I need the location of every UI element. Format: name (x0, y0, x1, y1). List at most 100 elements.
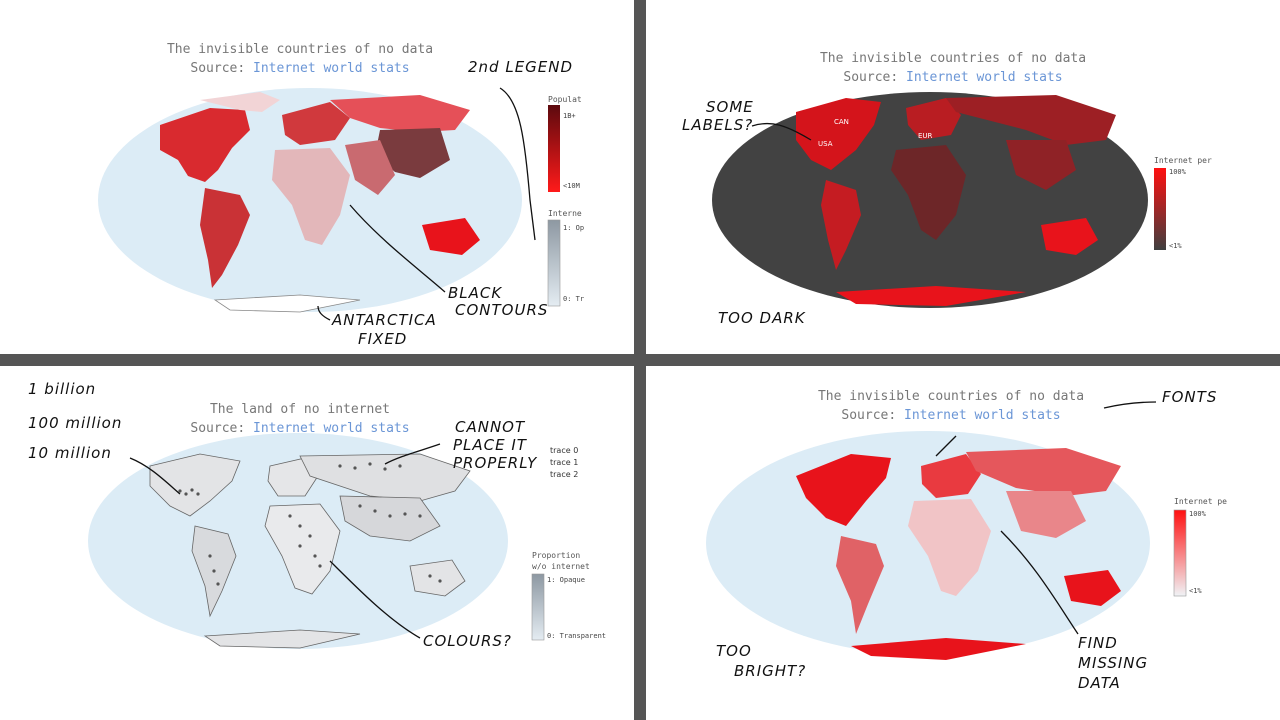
arrow-scale (129, 457, 181, 495)
russia (946, 95, 1116, 145)
arrow-placement (384, 443, 441, 465)
note-10-million: 10 million (28, 444, 112, 462)
note-place-it: PLACE IT (453, 436, 527, 454)
legend-max: 1: Opaque (547, 576, 585, 584)
note-1-billion: 1 billion (28, 380, 97, 398)
africa (908, 499, 991, 596)
source-link[interactable]: Internet world stats (906, 70, 1063, 85)
legend1-min: <10M (563, 182, 580, 190)
legend2-max: 1: Op (563, 224, 585, 232)
arrow-labels (751, 122, 812, 141)
russia (299, 453, 471, 502)
note-too-dark: TOO DARK (718, 309, 806, 327)
note-fixed: FIXED (358, 330, 408, 348)
source-line: Source: Internet world stats (150, 419, 450, 438)
north-america (149, 453, 241, 517)
panel-top-left: The invisible countries of no data Sourc… (0, 0, 634, 354)
note-too: TOO (716, 642, 752, 660)
internet-colorbar (1154, 168, 1166, 250)
antarctica (836, 286, 1026, 306)
europe (282, 102, 350, 145)
title-text: The land of no internet (209, 402, 390, 417)
world-map-dark (712, 92, 1166, 308)
antarctica (851, 638, 1026, 660)
source-line: Source: Internet world stats (788, 68, 1118, 87)
internet-colorbar (1173, 509, 1187, 597)
arrow-contours (349, 204, 446, 293)
source-line: Source: Internet world stats (796, 406, 1106, 425)
arrow-legend (499, 87, 536, 241)
world-map-symbols (88, 433, 545, 649)
legend2-title: Interne (548, 209, 582, 218)
arrow-fonts (1103, 401, 1157, 409)
source-link[interactable]: Internet world stats (253, 61, 410, 76)
north-america (796, 98, 881, 170)
title-text: The invisible countries of no data (166, 42, 434, 57)
europe (906, 98, 961, 140)
panel-top-right: The invisible countries of no data Sourc… (646, 0, 1280, 354)
note-100-million: 100 million (28, 414, 123, 432)
trace-legend-1[interactable]: trace 1 (550, 458, 579, 467)
panel-bottom-right: The invisible countries of no data Sourc… (646, 366, 1280, 720)
map-title: The land of no internet Source: Internet… (150, 400, 450, 438)
source-label: Source: (841, 408, 897, 423)
asia (339, 495, 441, 542)
legend-title-1: Proportion (532, 551, 581, 560)
legend1-title: Populat (548, 95, 582, 104)
map-label-eur: EUR (918, 132, 933, 140)
greenland (200, 92, 280, 112)
antarctica (213, 294, 361, 313)
map-label-can: CAN (834, 118, 849, 126)
asia-east (1006, 140, 1076, 190)
note-colours: COLOURS? (423, 632, 512, 650)
trace-legend-0[interactable]: trace 0 (550, 446, 579, 455)
title-text: The invisible countries of no data (817, 389, 1085, 404)
note-black: BLACK (448, 284, 503, 302)
trace-legend-2[interactable]: trace 2 (550, 470, 579, 479)
note-data: DATA (1078, 674, 1121, 692)
north-america (796, 454, 891, 526)
source-label: Source: (843, 70, 899, 85)
legend-min: <1% (1169, 242, 1182, 250)
europe (921, 454, 981, 498)
note-contours: CONTOURS (455, 301, 549, 319)
legend-min: 0: Transparent (547, 632, 607, 640)
north-america (160, 108, 250, 182)
legend2-min: 0: Tr (563, 295, 585, 303)
asia (1006, 491, 1086, 538)
note-missing: MISSING (1078, 654, 1149, 672)
note-2nd-legend: 2nd LEGEND (468, 58, 574, 76)
source-line: Source: Internet world stats (140, 59, 460, 78)
asia-east (375, 128, 450, 178)
population-colorbar (548, 105, 560, 192)
legend-title-2: w/o internet (532, 562, 590, 571)
source-link[interactable]: Internet world stats (904, 408, 1061, 423)
australia (409, 559, 466, 597)
note-antarctica: ANTARCTICA (332, 311, 437, 329)
antarctica (203, 629, 361, 649)
note-labels: LABELS? (682, 116, 754, 134)
legend-max: 100% (1169, 168, 1186, 176)
africa (891, 145, 966, 240)
asia-south (345, 140, 395, 195)
south-america (836, 536, 884, 634)
note-cannot: CANNOT (455, 418, 526, 436)
note-bright: BRIGHT? (734, 662, 807, 680)
source-label: Source: (190, 61, 246, 76)
panel-bottom-left: The land of no internet Source: Internet… (0, 366, 634, 720)
australia (1064, 570, 1121, 606)
south-america (200, 188, 250, 288)
note-find: FIND (1078, 634, 1118, 652)
russia (966, 448, 1121, 496)
legend-title: Internet pe (1174, 497, 1227, 506)
note-properly: PROPERLY (453, 454, 538, 472)
world-map-bright (706, 401, 1187, 660)
arrow-antarctica (317, 305, 331, 321)
africa (264, 503, 341, 595)
legend-min: <1% (1189, 587, 1202, 595)
source-link[interactable]: Internet world stats (253, 421, 410, 436)
africa (272, 148, 350, 245)
arrow-colours (329, 560, 421, 639)
legend1-max: 1B+ (563, 112, 576, 120)
map-title: The invisible countries of no data Sourc… (140, 40, 460, 78)
